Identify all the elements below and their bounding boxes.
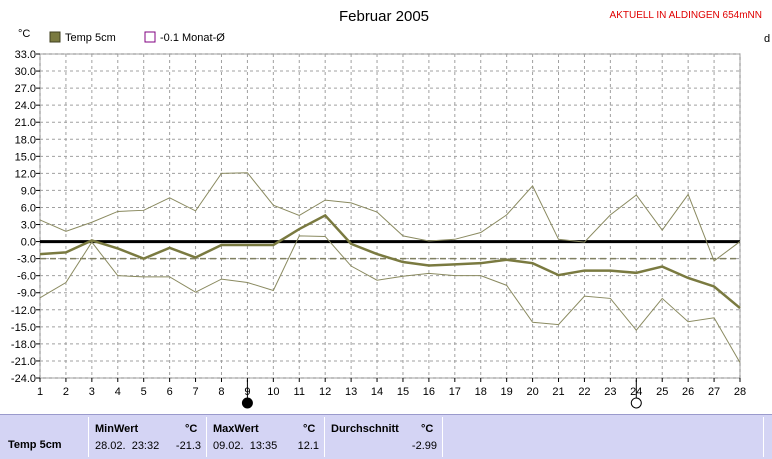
min-time: 28.02. 23:32 [95, 440, 160, 452]
y-tick-label: -15.0 [11, 322, 36, 334]
max-unit: °C [303, 423, 316, 435]
x-tick-label: 23 [604, 386, 616, 398]
x-tick-label: 4 [115, 386, 121, 398]
max-stat: MaxWert °C 09.02. 13:35 12.1 [206, 417, 323, 457]
min-unit: °C [185, 423, 198, 435]
y-axis-unit: °C [18, 28, 30, 40]
empty-stat-area [442, 417, 764, 457]
legend-label-temp: Temp 5cm [65, 32, 116, 44]
y-tick-label: 6.0 [21, 202, 36, 214]
x-tick-label: 3 [89, 386, 95, 398]
y-tick-label: 15.0 [15, 151, 36, 163]
x-tick-label: 15 [397, 386, 409, 398]
avg-value: -2.99 [411, 440, 437, 452]
y-tick-label: 12.0 [15, 168, 36, 180]
chart-title: Februar 2005 [339, 8, 429, 25]
series-line-min [39, 235, 741, 363]
x-tick-label: 17 [449, 386, 461, 398]
max-time: 09.02. 13:35 [213, 440, 278, 452]
x-tick-label: 11 [294, 386, 305, 398]
x-tick-label: 5 [141, 386, 147, 398]
new-moon-icon [241, 397, 253, 409]
y-tick-label: -9.0 [17, 288, 36, 300]
right-axis-label: d [764, 33, 770, 45]
x-tick-label: 26 [682, 386, 694, 398]
x-tick-label: 21 [552, 386, 564, 398]
legend: Temp 5cm -0.1 Monat-Ø [49, 31, 225, 44]
x-tick-label: 19 [501, 386, 513, 398]
y-tick-label: 9.0 [21, 185, 36, 197]
y-tick-label: -3.0 [17, 254, 36, 266]
x-tick-label: 6 [167, 386, 173, 398]
y-tick-label: 21.0 [15, 117, 36, 129]
legend-swatch-temp [49, 31, 61, 43]
x-tick-label: 1 [37, 386, 43, 398]
x-tick-label: 13 [345, 386, 357, 398]
avg-unit: °C [421, 423, 434, 435]
y-tick-label: 3.0 [21, 220, 36, 232]
moon-phases [241, 380, 642, 409]
gridlines [39, 53, 741, 379]
full-moon-icon [630, 397, 642, 409]
legend-swatch-monthly-mean [144, 31, 156, 43]
x-tick-label: 12 [319, 386, 331, 398]
x-tick-label: 14 [371, 386, 383, 398]
max-header: MaxWert [213, 423, 259, 435]
x-tick-label: 16 [423, 386, 435, 398]
avg-stat: Durchschnitt °C -2.99 [324, 417, 441, 457]
y-tick-label: 0.0 [21, 237, 36, 249]
x-tick-label: 8 [218, 386, 224, 398]
y-tick-label: -18.0 [11, 339, 36, 351]
x-tick-label: 7 [192, 386, 198, 398]
legend-label-monthly-mean: -0.1 Monat-Ø [160, 32, 225, 44]
avg-header: Durchschnitt [331, 423, 399, 435]
x-tick-label: 20 [526, 386, 538, 398]
stats-row-label: Temp 5cm [8, 439, 62, 451]
x-tick-label: 10 [267, 386, 279, 398]
series-lines [39, 172, 741, 363]
x-tick-label: 22 [578, 386, 590, 398]
x-tick-label: 25 [656, 386, 668, 398]
y-tick-label: -24.0 [11, 373, 36, 385]
series-line-max [39, 172, 741, 262]
max-value: 12.1 [297, 440, 319, 452]
y-tick-label: 33.0 [15, 49, 36, 61]
min-value: -21.3 [175, 440, 201, 452]
y-tick-label: 24.0 [15, 100, 36, 112]
station-label: AKTUELL IN ALDINGEN 654mNN [610, 10, 762, 21]
y-tick-label: 30.0 [15, 66, 36, 78]
y-tick-label: 18.0 [15, 134, 36, 146]
y-tick-label: -6.0 [17, 271, 36, 283]
y-axis: 33.0 30.0 27.0 24.0 21.0 18.0 15.0 12.0 9.0 6.0 3.… [11, 49, 40, 385]
stats-panel: Temp 5cm MinWert °C 28.02. 23:32 -21.3 M… [0, 414, 772, 459]
x-tick-label: 18 [475, 386, 487, 398]
y-tick-label: -12.0 [11, 305, 36, 317]
x-tick-label: 28 [734, 386, 746, 398]
plot-area [39, 53, 741, 379]
y-tick-label: -21.0 [11, 356, 36, 368]
y-tick-label: 27.0 [15, 83, 36, 95]
min-header: MinWert [95, 423, 139, 435]
chart: 33.030.027.024.021.018.015.012.09.06.03.… [11, 8, 770, 409]
series-line-mean [39, 213, 741, 310]
x-tick-label: 2 [63, 386, 69, 398]
x-axis: 1234567891011121314151617181920212223242… [37, 378, 746, 398]
x-tick-label: 27 [708, 386, 720, 398]
min-stat: MinWert °C 28.02. 23:32 -21.3 [88, 417, 205, 457]
